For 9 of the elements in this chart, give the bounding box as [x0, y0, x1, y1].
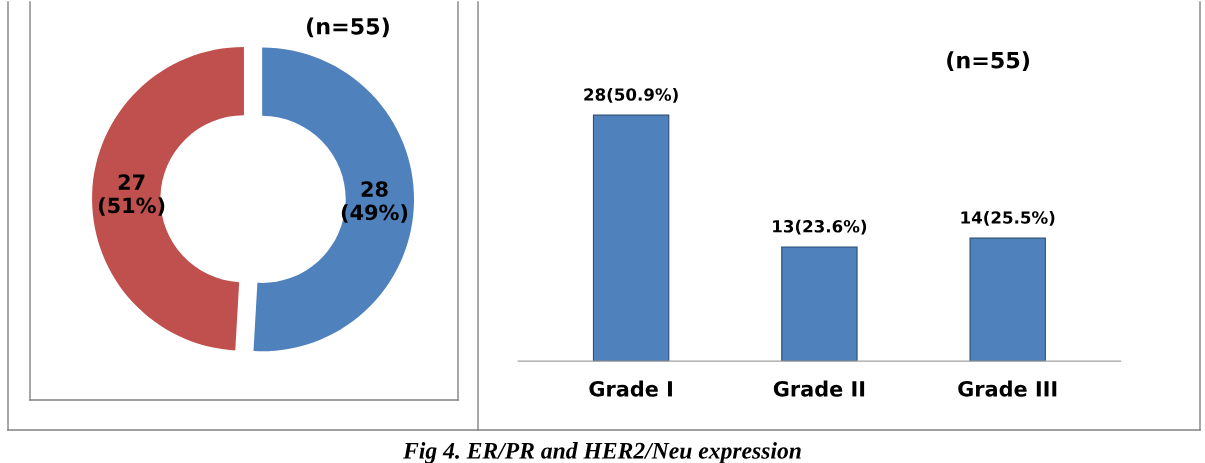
caption: Fig 4. ER/PR and HER2/Neu expression [403, 442, 801, 463]
x-tick-label: Grade I [589, 380, 672, 397]
text: (n=55) [307, 17, 389, 38]
text: (n=55) [947, 51, 1030, 72]
data-label: 13(23.6%) [773, 219, 867, 235]
x-tick-label: Grade II [773, 380, 865, 397]
x-tick-label: Grade III [958, 380, 1057, 397]
data-label: 28(50.9%) [584, 87, 678, 103]
data-label: 14(25.5%) [961, 210, 1055, 226]
